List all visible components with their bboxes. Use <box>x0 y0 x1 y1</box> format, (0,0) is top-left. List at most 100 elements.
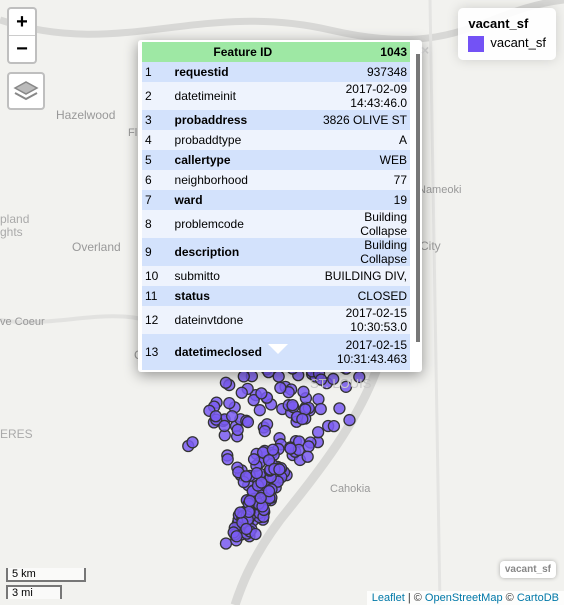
popup-row: 3 probaddress 3826 OLIVE ST <box>142 110 410 130</box>
point[interactable] <box>221 453 234 466</box>
row-index: 11 <box>142 286 172 306</box>
point[interactable] <box>273 463 286 476</box>
point[interactable] <box>262 485 276 498</box>
point[interactable] <box>253 404 266 417</box>
field-value: 3826 OLIVE ST <box>314 110 410 130</box>
row-index: 5 <box>142 150 172 170</box>
popup-row: 5 callertype WEB <box>142 150 410 170</box>
zoom-out[interactable]: − <box>9 35 35 62</box>
row-index: 3 <box>142 110 172 130</box>
map-label: City <box>420 239 441 253</box>
point[interactable] <box>327 372 340 386</box>
field-value: 2017-02-09 14:43:46.0 <box>314 82 410 110</box>
map-label: pland <box>0 212 30 226</box>
point[interactable] <box>284 442 297 455</box>
point[interactable] <box>241 415 255 429</box>
row-index: 6 <box>142 170 172 190</box>
popup-row: 11 status CLOSED <box>142 286 410 306</box>
point[interactable] <box>311 426 325 439</box>
field-name: ward <box>171 190 314 210</box>
popup-row: 1 requestid 937348 <box>142 62 410 82</box>
map-label: Fl <box>128 127 138 139</box>
point[interactable] <box>255 387 268 400</box>
watermark: vacant_sf <box>499 561 556 578</box>
point[interactable] <box>333 402 346 415</box>
map-label: ST. LOUIS <box>310 376 372 391</box>
popup-row: 8 problemcode Building Collapse <box>142 210 410 238</box>
header-value: 1043 <box>314 42 410 62</box>
legend: vacant_sf vacant_sf <box>458 8 556 60</box>
point[interactable] <box>218 419 231 433</box>
point[interactable] <box>223 396 236 410</box>
row-index: 7 <box>142 190 172 210</box>
field-name: probaddtype <box>171 130 314 150</box>
legend-item[interactable]: vacant_sf <box>468 35 546 52</box>
point[interactable] <box>314 402 327 416</box>
point[interactable] <box>249 527 262 541</box>
point[interactable] <box>234 506 247 519</box>
point[interactable] <box>231 423 244 436</box>
popup-tip <box>268 344 288 354</box>
popup-row: 12 dateinvtdone 2017-02-15 10:30:53.0 <box>142 306 410 334</box>
row-index: 12 <box>142 306 172 334</box>
point[interactable] <box>239 470 253 483</box>
row-index: 8 <box>142 210 172 238</box>
point[interactable] <box>262 454 276 467</box>
scale-km: 5 km <box>6 568 86 582</box>
field-value: 2017-02-15 10:31:43.463 <box>314 334 410 370</box>
point[interactable] <box>230 530 243 543</box>
point[interactable] <box>247 393 260 407</box>
point[interactable] <box>219 537 233 550</box>
point[interactable] <box>314 373 328 386</box>
field-name: callertype <box>171 150 314 170</box>
link[interactable]: CartoDB <box>516 592 559 604</box>
point[interactable] <box>240 522 253 536</box>
field-value: Building Collapse <box>314 238 410 266</box>
field-name: datetimeclosed <box>171 334 314 370</box>
road <box>428 0 442 605</box>
field-name: probaddress <box>171 110 314 130</box>
popup-row: 4 probaddtype A <box>142 130 410 150</box>
point[interactable] <box>286 398 299 412</box>
point[interactable] <box>272 370 285 383</box>
layers-control[interactable] <box>7 72 45 110</box>
point[interactable] <box>339 380 353 393</box>
row-index: 4 <box>142 130 172 150</box>
point[interactable] <box>225 410 239 423</box>
field-value: 77 <box>314 170 410 190</box>
field-value: WEB <box>314 150 410 170</box>
popup-close[interactable]: × <box>421 42 430 58</box>
point[interactable] <box>250 466 263 480</box>
point[interactable] <box>296 412 309 426</box>
zoom-in[interactable]: + <box>16 11 28 33</box>
point[interactable] <box>258 424 271 438</box>
map-label: Nameoki <box>418 184 462 196</box>
point[interactable] <box>297 385 310 398</box>
scrollbar[interactable] <box>416 54 420 342</box>
separator: © <box>505 592 514 604</box>
point[interactable] <box>237 370 250 383</box>
point[interactable] <box>266 443 280 456</box>
point[interactable] <box>209 410 222 423</box>
field-name: description <box>171 238 314 266</box>
point[interactable] <box>247 453 261 466</box>
row-index: 9 <box>142 238 172 266</box>
point[interactable] <box>243 494 256 508</box>
point[interactable] <box>186 436 199 449</box>
map-label: Cahokia <box>330 483 371 495</box>
point[interactable] <box>235 386 248 399</box>
point[interactable] <box>327 419 341 433</box>
field-value: 937348 <box>314 62 410 82</box>
point[interactable] <box>254 491 267 505</box>
map-label: Hazelwood <box>56 108 116 122</box>
point[interactable] <box>343 413 356 427</box>
point[interactable] <box>301 450 314 463</box>
link[interactable]: Leaflet <box>371 592 405 604</box>
point[interactable] <box>274 381 287 395</box>
field-value: 19 <box>314 190 410 210</box>
popup-row: 10 submitto BUILDING DIV, <box>142 266 410 286</box>
link[interactable]: OpenStreetMap <box>424 592 503 604</box>
point[interactable] <box>219 376 233 389</box>
point[interactable] <box>302 440 315 453</box>
